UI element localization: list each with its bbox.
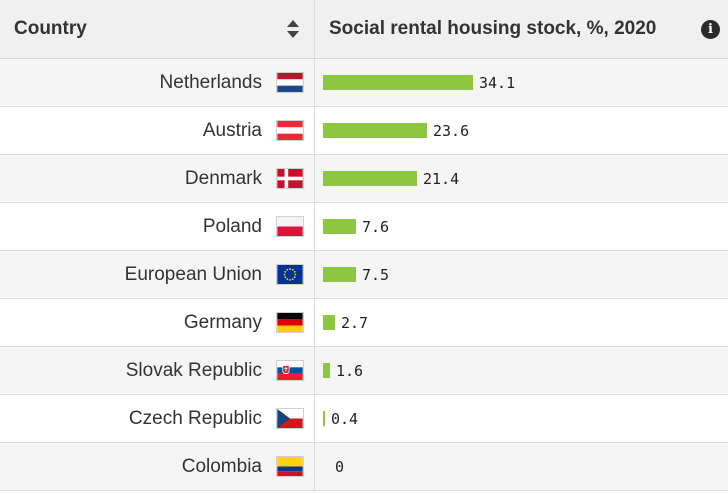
value-label: 2.7 xyxy=(341,313,369,332)
value-bar xyxy=(323,219,356,234)
germany-flag-icon xyxy=(276,312,304,333)
country-name: Austria xyxy=(202,119,262,141)
country-cell: Germany xyxy=(0,299,315,346)
austria-flag-icon xyxy=(276,120,304,141)
value-cell: 21.4 xyxy=(315,155,728,202)
value-cell: 23.6 xyxy=(315,107,728,154)
value-cell: 0.4 xyxy=(315,395,728,442)
country-name: Colombia xyxy=(181,455,262,477)
country-cell: Denmark xyxy=(0,155,315,202)
country-name: Czech Republic xyxy=(128,407,262,429)
colombia-flag-icon xyxy=(276,456,304,477)
country-cell: Slovak Republic xyxy=(0,347,315,394)
country-name: European Union xyxy=(124,263,262,285)
table-row: Netherlands 34.1 xyxy=(0,59,728,107)
country-cell: Czech Republic xyxy=(0,395,315,442)
value-bar xyxy=(323,411,325,426)
value-label: 1.6 xyxy=(336,361,364,380)
value-cell: 7.6 xyxy=(315,203,728,250)
country-cell: Netherlands xyxy=(0,59,315,106)
table-row: Czech Republic 0.4 xyxy=(0,395,728,443)
poland-flag-icon xyxy=(276,216,304,237)
value-cell: 34.1 xyxy=(315,59,728,106)
country-name: Denmark xyxy=(184,167,262,189)
value-cell: 1.6 xyxy=(315,347,728,394)
value-label: 0.4 xyxy=(331,409,359,428)
table-row: Germany 2.7 xyxy=(0,299,728,347)
country-name: Germany xyxy=(183,311,262,333)
value-bar xyxy=(323,171,417,186)
value-bar xyxy=(323,363,330,378)
value-bar xyxy=(323,267,356,282)
eu-flag-icon xyxy=(276,264,304,285)
value-label: 23.6 xyxy=(433,121,470,140)
metric-column-label: Social rental housing stock, %, 2020 xyxy=(329,18,657,39)
table-row: Denmark 21.4 xyxy=(0,155,728,203)
country-name: Slovak Republic xyxy=(125,359,262,381)
country-name: Poland xyxy=(202,215,262,237)
value-label: 21.4 xyxy=(423,169,460,188)
value-bar xyxy=(323,123,427,138)
table-row: European Union 7.5 xyxy=(0,251,728,299)
value-bar xyxy=(323,315,335,330)
value-cell: 2.7 xyxy=(315,299,728,346)
value-label: 7.5 xyxy=(362,265,390,284)
country-column-header[interactable]: Country xyxy=(0,0,315,58)
netherlands-flag-icon xyxy=(276,72,304,93)
denmark-flag-icon xyxy=(276,168,304,189)
value-label: 7.6 xyxy=(362,217,390,236)
value-bar xyxy=(323,75,473,90)
country-column-label: Country xyxy=(14,18,87,39)
slovakia-flag-icon xyxy=(276,360,304,381)
info-icon[interactable]: i xyxy=(701,19,720,39)
table-header: Country Social rental housing stock, %, … xyxy=(0,0,728,59)
table-row: Slovak Republic 1.6 xyxy=(0,347,728,395)
country-cell: European Union xyxy=(0,251,315,298)
country-name: Netherlands xyxy=(159,71,262,93)
czech-flag-icon xyxy=(276,408,304,429)
table-row: Austria 23.6 xyxy=(0,107,728,155)
country-cell: Poland xyxy=(0,203,315,250)
metric-column-header[interactable]: Social rental housing stock, %, 2020 i xyxy=(315,0,728,58)
sort-icon[interactable] xyxy=(286,19,300,39)
value-label: 0 xyxy=(335,457,345,476)
country-cell: Austria xyxy=(0,107,315,154)
value-cell: 0 xyxy=(315,443,728,490)
table-row: Poland 7.6 xyxy=(0,203,728,251)
country-cell: Colombia xyxy=(0,443,315,490)
value-cell: 7.5 xyxy=(315,251,728,298)
table-row: Colombia 0 xyxy=(0,443,728,491)
value-label: 34.1 xyxy=(479,73,516,92)
